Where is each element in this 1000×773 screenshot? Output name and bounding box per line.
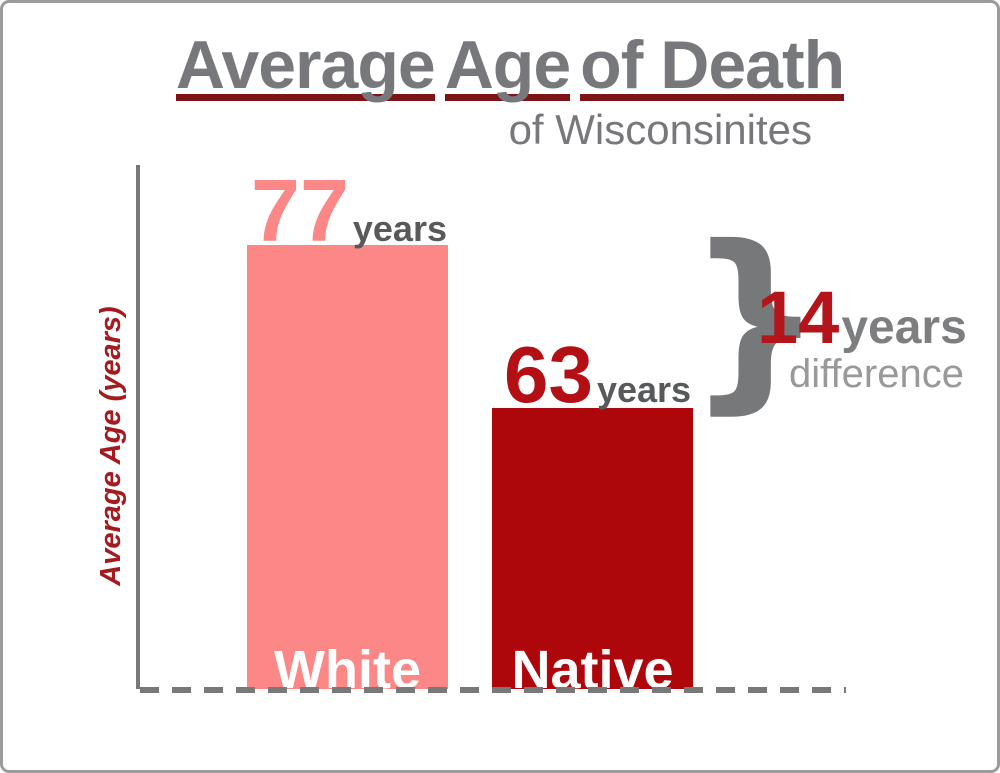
- title-word-of-death: of Death: [580, 27, 845, 103]
- difference-value: 14: [757, 276, 840, 359]
- bar-native-value: 63: [504, 330, 593, 419]
- difference-value-label: 14 years: [757, 281, 967, 355]
- bar-native: Native: [492, 408, 693, 697]
- bar-white: White: [247, 245, 448, 697]
- difference-bracket-icon: }: [686, 204, 825, 431]
- title-word-average: Average: [175, 27, 436, 103]
- bar-white-value-label: 77 years: [251, 167, 447, 255]
- x-axis-dashed-baseline: [140, 687, 846, 693]
- title-word-age: Age: [444, 27, 571, 103]
- bar-native-value-label: 63 years: [504, 335, 691, 415]
- difference-unit: years: [841, 301, 967, 354]
- bar-native-value-unit: years: [596, 369, 692, 410]
- y-axis-label: Average Age (years): [95, 306, 127, 586]
- bar-white-value-unit: years: [352, 208, 447, 249]
- chart-subtitle: of Wisconsinites: [508, 106, 812, 153]
- difference-caption: difference: [789, 352, 964, 396]
- chart-title: Average Age of Death: [30, 26, 990, 104]
- y-axis-line: [136, 165, 140, 689]
- bar-white-value: 77: [251, 161, 349, 260]
